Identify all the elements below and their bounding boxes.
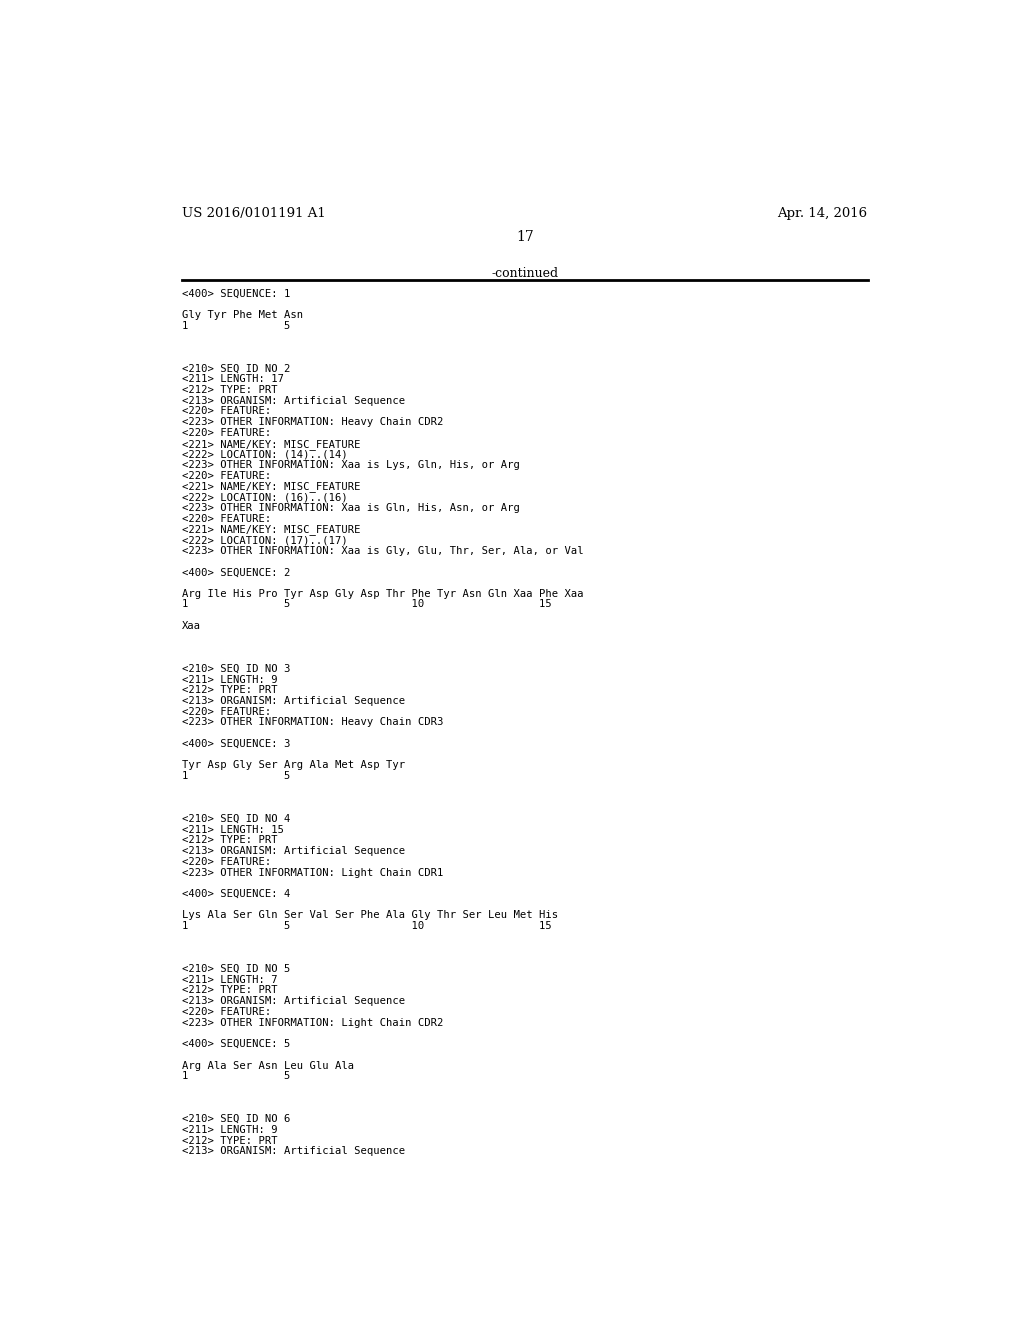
Text: <210> SEQ ID NO 3: <210> SEQ ID NO 3: [182, 664, 291, 673]
Text: <211> LENGTH: 9: <211> LENGTH: 9: [182, 1125, 278, 1135]
Text: <223> OTHER INFORMATION: Light Chain CDR1: <223> OTHER INFORMATION: Light Chain CDR…: [182, 867, 443, 878]
Text: <210> SEQ ID NO 6: <210> SEQ ID NO 6: [182, 1114, 291, 1125]
Text: Arg Ile His Pro Tyr Asp Gly Asp Thr Phe Tyr Asn Gln Xaa Phe Xaa: Arg Ile His Pro Tyr Asp Gly Asp Thr Phe …: [182, 589, 584, 599]
Text: <213> ORGANISM: Artificial Sequence: <213> ORGANISM: Artificial Sequence: [182, 1146, 406, 1156]
Text: -continued: -continued: [492, 267, 558, 280]
Text: <222> LOCATION: (16)..(16): <222> LOCATION: (16)..(16): [182, 492, 348, 502]
Text: <223> OTHER INFORMATION: Xaa is Gln, His, Asn, or Arg: <223> OTHER INFORMATION: Xaa is Gln, His…: [182, 503, 520, 513]
Text: <223> OTHER INFORMATION: Heavy Chain CDR3: <223> OTHER INFORMATION: Heavy Chain CDR…: [182, 718, 443, 727]
Text: <400> SEQUENCE: 4: <400> SEQUENCE: 4: [182, 888, 291, 899]
Text: <220> FEATURE:: <220> FEATURE:: [182, 706, 271, 717]
Text: 1               5                   10                  15: 1 5 10 15: [182, 921, 552, 931]
Text: Tyr Asp Gly Ser Arg Ala Met Asp Tyr: Tyr Asp Gly Ser Arg Ala Met Asp Tyr: [182, 760, 406, 771]
Text: <211> LENGTH: 7: <211> LENGTH: 7: [182, 974, 278, 985]
Text: <222> LOCATION: (14)..(14): <222> LOCATION: (14)..(14): [182, 449, 348, 459]
Text: <400> SEQUENCE: 1: <400> SEQUENCE: 1: [182, 289, 291, 298]
Text: Gly Tyr Phe Met Asn: Gly Tyr Phe Met Asn: [182, 310, 303, 319]
Text: <222> LOCATION: (17)..(17): <222> LOCATION: (17)..(17): [182, 535, 348, 545]
Text: <212> TYPE: PRT: <212> TYPE: PRT: [182, 385, 278, 395]
Text: <220> FEATURE:: <220> FEATURE:: [182, 407, 271, 416]
Text: <213> ORGANISM: Artificial Sequence: <213> ORGANISM: Artificial Sequence: [182, 997, 406, 1006]
Text: <212> TYPE: PRT: <212> TYPE: PRT: [182, 1135, 278, 1146]
Text: 1               5: 1 5: [182, 321, 291, 331]
Text: <210> SEQ ID NO 2: <210> SEQ ID NO 2: [182, 363, 291, 374]
Text: <212> TYPE: PRT: <212> TYPE: PRT: [182, 836, 278, 845]
Text: <220> FEATURE:: <220> FEATURE:: [182, 428, 271, 438]
Text: <223> OTHER INFORMATION: Xaa is Lys, Gln, His, or Arg: <223> OTHER INFORMATION: Xaa is Lys, Gln…: [182, 461, 520, 470]
Text: <221> NAME/KEY: MISC_FEATURE: <221> NAME/KEY: MISC_FEATURE: [182, 482, 360, 492]
Text: 17: 17: [516, 230, 534, 244]
Text: <223> OTHER INFORMATION: Xaa is Gly, Glu, Thr, Ser, Ala, or Val: <223> OTHER INFORMATION: Xaa is Gly, Glu…: [182, 546, 584, 556]
Text: <220> FEATURE:: <220> FEATURE:: [182, 471, 271, 480]
Text: <210> SEQ ID NO 5: <210> SEQ ID NO 5: [182, 964, 291, 974]
Text: <220> FEATURE:: <220> FEATURE:: [182, 1007, 271, 1016]
Text: 1               5: 1 5: [182, 1072, 291, 1081]
Text: <400> SEQUENCE: 3: <400> SEQUENCE: 3: [182, 739, 291, 748]
Text: <223> OTHER INFORMATION: Light Chain CDR2: <223> OTHER INFORMATION: Light Chain CDR…: [182, 1018, 443, 1028]
Text: Xaa: Xaa: [182, 620, 201, 631]
Text: <211> LENGTH: 9: <211> LENGTH: 9: [182, 675, 278, 685]
Text: Arg Ala Ser Asn Leu Glu Ala: Arg Ala Ser Asn Leu Glu Ala: [182, 1060, 354, 1071]
Text: <400> SEQUENCE: 5: <400> SEQUENCE: 5: [182, 1039, 291, 1049]
Text: US 2016/0101191 A1: US 2016/0101191 A1: [182, 207, 326, 220]
Text: <210> SEQ ID NO 4: <210> SEQ ID NO 4: [182, 814, 291, 824]
Text: 1               5                   10                  15: 1 5 10 15: [182, 599, 552, 610]
Text: <400> SEQUENCE: 2: <400> SEQUENCE: 2: [182, 568, 291, 577]
Text: <221> NAME/KEY: MISC_FEATURE: <221> NAME/KEY: MISC_FEATURE: [182, 524, 360, 536]
Text: Lys Ala Ser Gln Ser Val Ser Phe Ala Gly Thr Ser Leu Met His: Lys Ala Ser Gln Ser Val Ser Phe Ala Gly …: [182, 911, 558, 920]
Text: <212> TYPE: PRT: <212> TYPE: PRT: [182, 986, 278, 995]
Text: <213> ORGANISM: Artificial Sequence: <213> ORGANISM: Artificial Sequence: [182, 846, 406, 857]
Text: <211> LENGTH: 17: <211> LENGTH: 17: [182, 375, 284, 384]
Text: Apr. 14, 2016: Apr. 14, 2016: [777, 207, 867, 220]
Text: <220> FEATURE:: <220> FEATURE:: [182, 513, 271, 524]
Text: <221> NAME/KEY: MISC_FEATURE: <221> NAME/KEY: MISC_FEATURE: [182, 438, 360, 450]
Text: <212> TYPE: PRT: <212> TYPE: PRT: [182, 685, 278, 696]
Text: 1               5: 1 5: [182, 771, 291, 781]
Text: <211> LENGTH: 15: <211> LENGTH: 15: [182, 825, 284, 834]
Text: <220> FEATURE:: <220> FEATURE:: [182, 857, 271, 867]
Text: <213> ORGANISM: Artificial Sequence: <213> ORGANISM: Artificial Sequence: [182, 696, 406, 706]
Text: <213> ORGANISM: Artificial Sequence: <213> ORGANISM: Artificial Sequence: [182, 396, 406, 405]
Text: <223> OTHER INFORMATION: Heavy Chain CDR2: <223> OTHER INFORMATION: Heavy Chain CDR…: [182, 417, 443, 428]
